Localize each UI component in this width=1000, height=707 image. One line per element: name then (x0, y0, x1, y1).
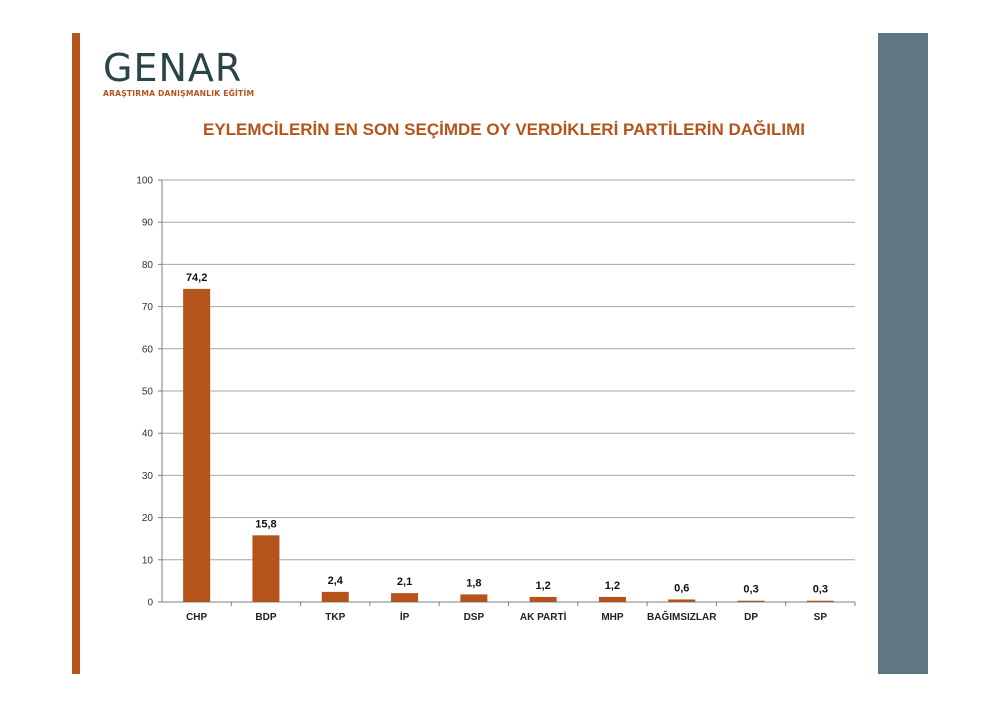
bar (252, 535, 280, 602)
bar (529, 596, 557, 602)
x-tick-label: BAĞIMSIZLAR (647, 610, 717, 623)
data-label: 15,8 (255, 518, 276, 530)
y-tick-label: 10 (142, 555, 154, 566)
x-tick-label: DP (744, 612, 758, 623)
x-tick-label: AK PARTİ (520, 610, 567, 623)
x-tick-label: DSP (464, 612, 485, 623)
y-tick-label: 30 (142, 471, 154, 482)
x-tick-label: BDP (255, 612, 276, 623)
data-label: 0,3 (813, 584, 828, 596)
data-label: 74,2 (186, 272, 207, 284)
bar (460, 594, 488, 602)
x-tick-label: CHP (186, 612, 207, 623)
y-tick-label: 0 (147, 598, 153, 609)
data-label: 1,2 (605, 580, 620, 592)
genar-logo: GENAR ARAŞTIRMA DANIŞMANLIK EĞİTİM (103, 48, 254, 98)
chart-title: EYLEMCİLERİN EN SON SEÇİMDE OY VERDİKLER… (203, 120, 805, 139)
y-tick-label: 90 (142, 218, 154, 229)
data-label: 2,1 (397, 576, 412, 588)
bar (668, 599, 696, 602)
y-tick-label: 50 (142, 387, 154, 398)
left-accent-bar (72, 33, 80, 674)
x-tick-label: İP (400, 610, 410, 623)
logo-tagline: ARAŞTIRMA DANIŞMANLIK EĞİTİM (103, 89, 255, 98)
logo-wordmark: GENAR (103, 46, 243, 90)
bar (321, 591, 349, 602)
bar (183, 288, 211, 602)
data-label: 0,6 (674, 582, 689, 594)
y-tick-label: 40 (142, 429, 154, 440)
y-tick-label: 100 (136, 176, 153, 187)
bar (806, 600, 834, 602)
x-tick-label: TKP (325, 612, 345, 623)
x-tick-label: MHP (601, 612, 624, 623)
y-tick-label: 80 (142, 260, 154, 271)
data-label: 2,4 (328, 575, 344, 587)
bar (391, 593, 419, 602)
data-label: 0,3 (743, 584, 758, 596)
data-label: 1,2 (536, 580, 551, 592)
y-tick-label: 20 (142, 513, 154, 524)
right-side-panel (878, 33, 928, 674)
y-tick-label: 70 (142, 302, 154, 313)
bar (737, 600, 765, 602)
bar (598, 596, 626, 602)
x-tick-label: SP (814, 612, 828, 623)
y-tick-label: 60 (142, 344, 154, 355)
data-label: 1,8 (466, 577, 481, 589)
